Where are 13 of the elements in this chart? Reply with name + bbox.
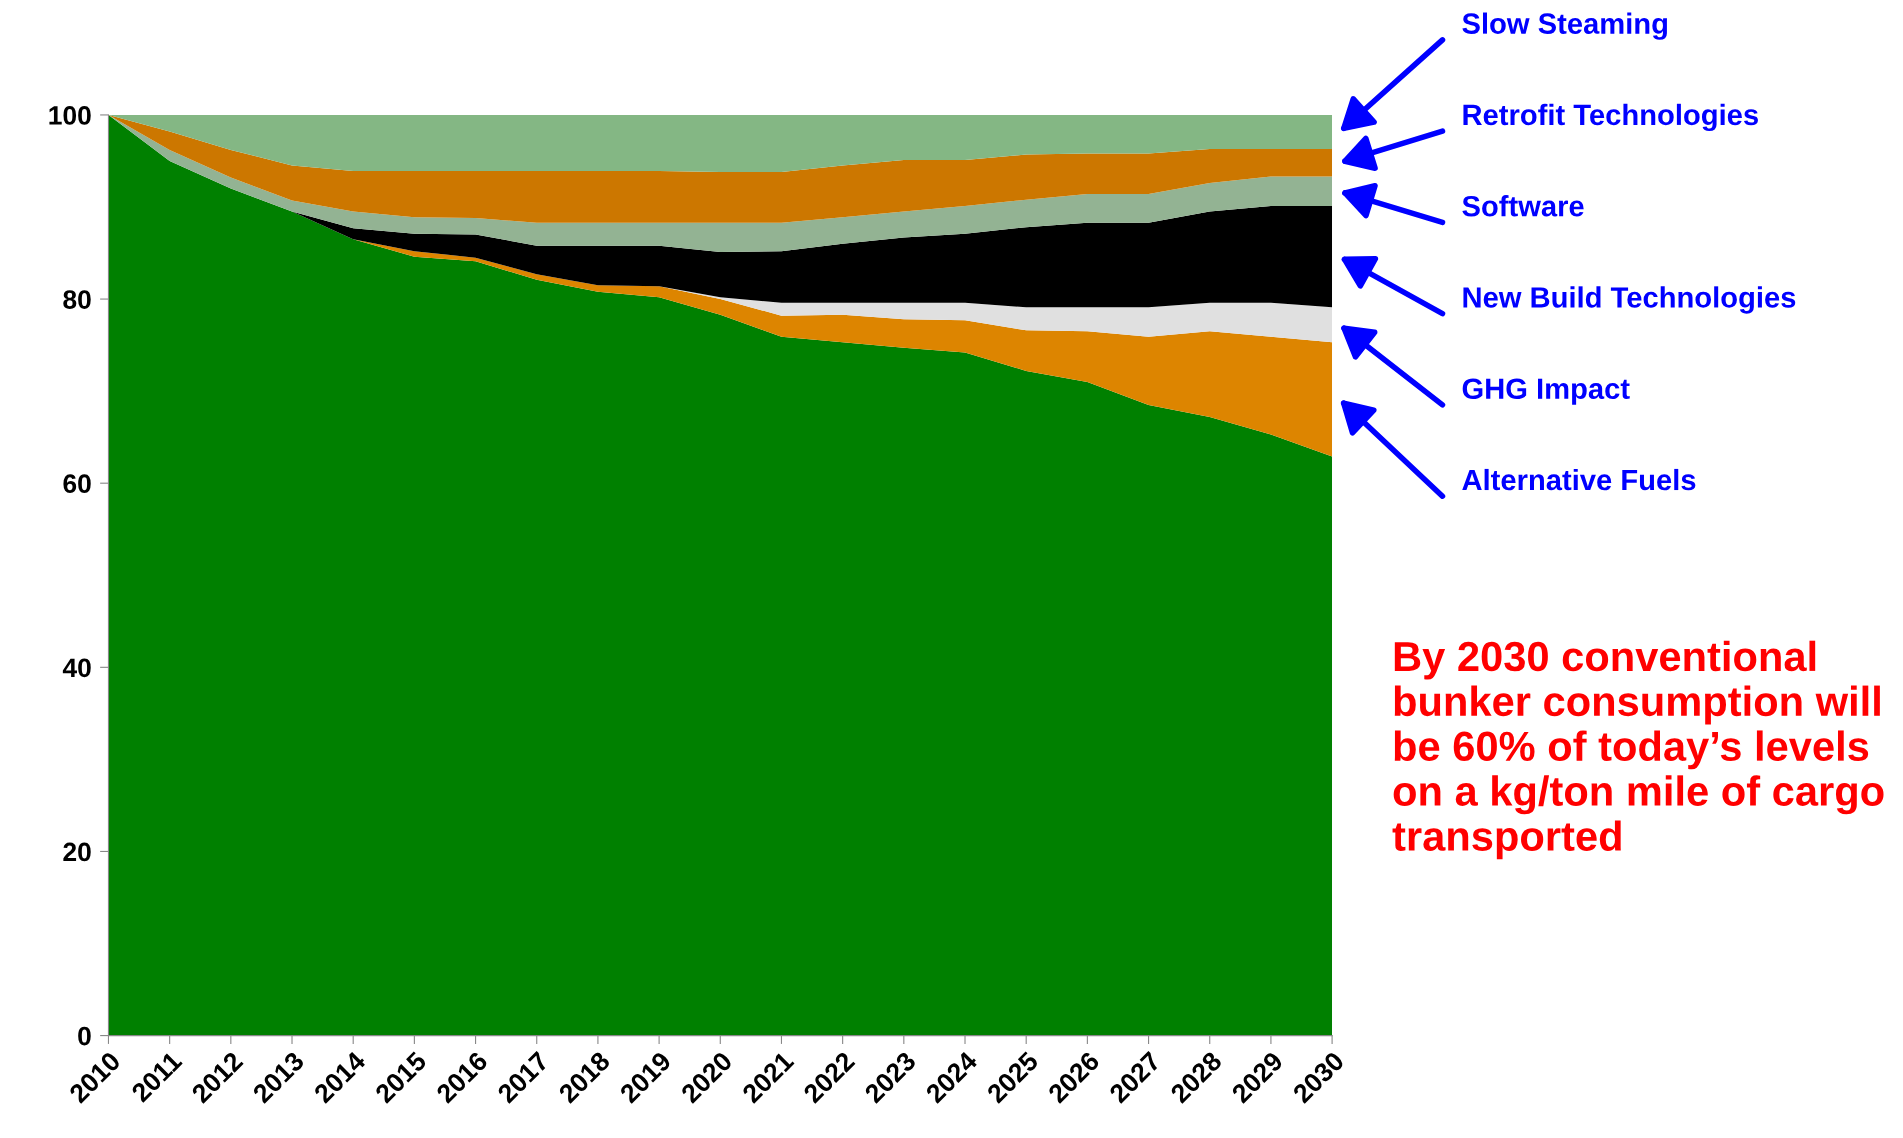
text: Slow Steaming bbox=[1462, 12, 1667, 40]
y-tick-label: 60 bbox=[63, 474, 91, 494]
y-tick-label: 20 bbox=[63, 842, 91, 862]
y-tick-label: 40 bbox=[62, 658, 91, 678]
text: Retrofit Technologies bbox=[1463, 103, 1758, 132]
y-tick-label: 80 bbox=[63, 290, 91, 309]
text: GHG Impact bbox=[1462, 378, 1630, 405]
y-tick-label: 0 bbox=[78, 1026, 91, 1046]
text: Alternative Fuels bbox=[1462, 468, 1696, 491]
y-tick-label: 100 bbox=[49, 106, 91, 125]
text: By 2030 conventional bunker consumption will be 60% of today’s levels on a kg/ton mile of cargo transported bbox=[1392, 640, 1884, 860]
text: Software bbox=[1462, 195, 1584, 217]
text: New Build Technologies bbox=[1463, 286, 1796, 314]
